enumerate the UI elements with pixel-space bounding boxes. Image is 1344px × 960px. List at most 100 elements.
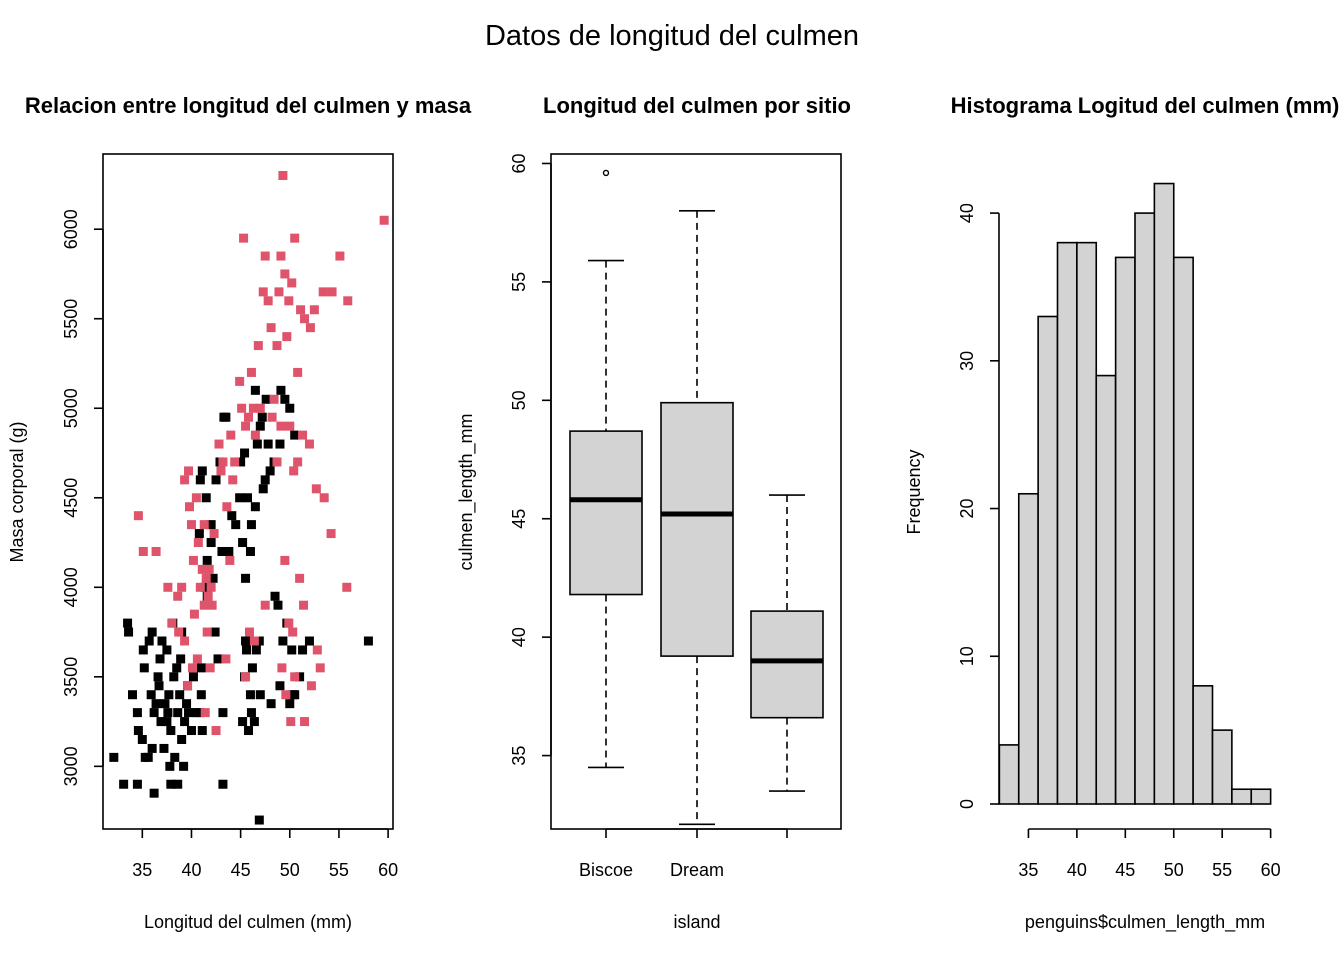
scatter-point [163,708,173,718]
scatter-point [242,645,252,655]
scatter-point [196,690,206,700]
scatter-point [238,717,248,727]
scatter-point [235,493,245,503]
scatter-point [236,457,246,467]
scatter-point [224,546,234,556]
scatter-point [246,520,256,530]
scatter-point [318,287,328,297]
scatter-point [298,430,308,440]
histogram-x-tick-label: 50 [1164,860,1184,880]
scatter-point [263,296,273,306]
scatter-point [213,654,223,664]
scatter-point [298,645,308,655]
scatter-point [184,466,194,476]
histogram-ylabel: Frequency [904,449,924,534]
scatter-point [169,672,179,682]
scatter-point [211,475,221,485]
scatter-x-tick-label: 50 [280,860,300,880]
scatter-point [194,529,204,539]
scatter-point [240,448,250,458]
scatter-point [246,708,256,718]
scatter-point [197,564,207,574]
scatter-point [243,412,253,422]
scatter-point [254,636,264,646]
scatter-point [311,484,321,494]
scatter-y-tick-label: 3500 [61,657,81,697]
scatter-point [195,475,205,485]
scatter-point [275,439,285,449]
boxplot-panel: Longitud del culmen por sitio island cul… [456,93,851,932]
scatter-point [200,708,210,718]
scatter-point [166,726,176,736]
scatter-point [246,367,256,377]
scatter-point [249,636,259,646]
scatter-point [241,421,251,431]
scatter-point [299,600,309,610]
scatter-point [272,341,282,351]
scatter-point [211,726,221,736]
scatter-point [300,717,310,727]
scatter-point [144,636,154,646]
scatter-point [214,439,224,449]
histogram-bar [1172,256,1194,805]
scatter-point [278,170,288,180]
scatter-point [288,627,298,637]
scatter-point [239,233,249,243]
scatter-point [281,690,291,700]
scatter-point [379,215,389,225]
boxplot-y-tick-label: 45 [509,509,529,529]
scatter-point [192,654,202,664]
scatter-point [250,502,260,512]
scatter-point [295,672,305,682]
scatter-point [203,591,213,601]
histogram-y-tick-label: 30 [957,351,977,371]
boxplot-y-tick-label: 60 [509,153,529,173]
scatter-x-tick-label: 45 [231,860,251,880]
scatter-point [227,511,237,521]
histogram-bar [1231,788,1253,805]
histogram-y-tick-label: 40 [957,203,977,223]
scatter-point [276,251,286,261]
scatter-point [309,305,319,315]
scatter-point [305,323,315,333]
scatter-y-tick-label: 4500 [61,478,81,518]
scatter-point [151,699,161,709]
scatter-point [149,708,159,718]
scatter-x-tick-label: 35 [132,860,152,880]
scatter-point [225,555,235,565]
scatter-point [270,591,280,601]
scatter-point [282,332,292,342]
scatter-point [146,690,156,700]
scatter-point [162,717,172,727]
histogram-y-tick-label: 0 [957,799,977,809]
scatter-point [266,699,276,709]
scatter-point [277,663,287,673]
scatter-point [290,672,300,682]
scatter-ylabel: Masa corporal (g) [7,421,27,562]
scatter-point [187,663,197,673]
scatter-point [133,511,143,521]
scatter-point [289,466,299,476]
boxplot-y-tick-label: 50 [509,390,529,410]
scatter-point [173,779,183,789]
scatter-point [202,627,212,637]
scatter-point [143,752,153,762]
scatter-point [202,555,212,565]
histogram-y-tick-label: 10 [957,646,977,666]
scatter-point [149,788,159,798]
scatter-point [237,403,247,413]
scatter-point [342,582,352,592]
scatter-point [154,681,164,691]
scatter-point [186,726,196,736]
boxplot-x-tick-label: Biscoe [579,860,633,880]
scatter-point [218,457,228,467]
scatter-title: Relacion entre longitud del culmen y mas… [25,93,472,118]
scatter-point [184,708,194,718]
scatter-point [286,717,296,727]
boxplot-box [660,401,734,657]
histogram-y-tick-label: 20 [957,499,977,519]
scatter-point [209,529,219,539]
scatter-point [188,555,198,565]
boxplot-x-tick-label: Dream [670,860,724,880]
